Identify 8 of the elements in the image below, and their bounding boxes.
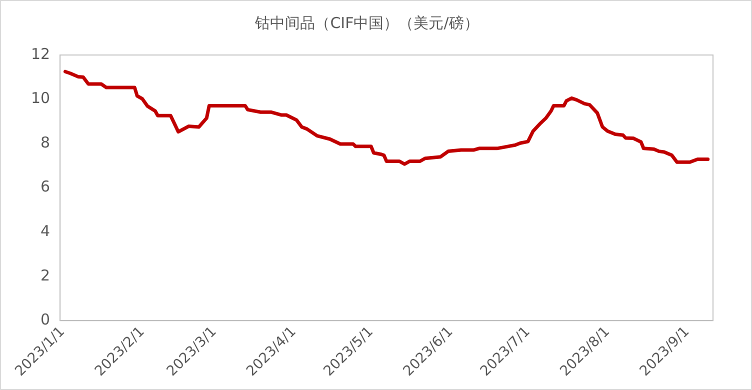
y-tick-label: 8 (40, 133, 50, 152)
y-tick-label: 10 (30, 89, 50, 108)
y-tick-label: 4 (40, 222, 50, 240)
y-tick-label: 12 (30, 44, 50, 63)
y-tick-label: 6 (40, 178, 50, 196)
y-tick-label: 0 (40, 310, 50, 329)
chart-title: 钴中间品（CIF中国）（美元/磅） (254, 14, 479, 32)
y-tick-label: 2 (40, 266, 50, 284)
